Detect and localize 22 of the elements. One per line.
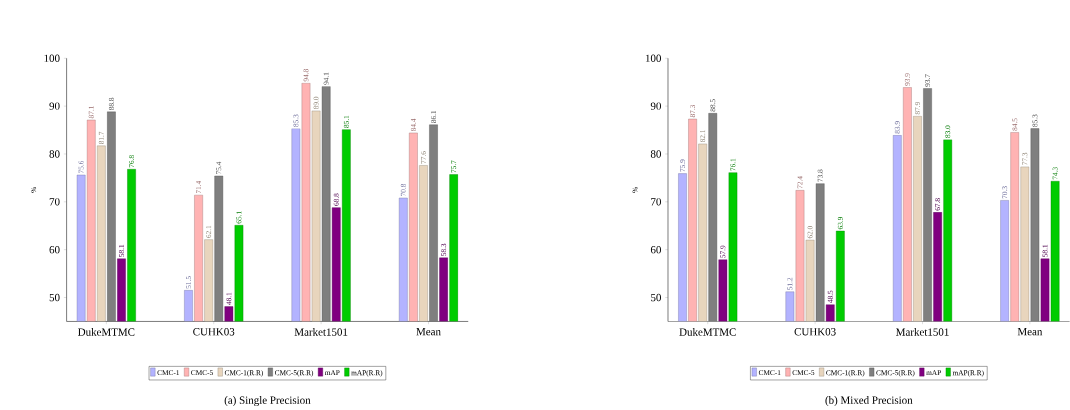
x-tick-label: Market1501 <box>896 328 949 336</box>
y-tick-label: 90 <box>49 102 60 110</box>
y-tick-label: 70 <box>651 198 661 206</box>
x-tick-label: Mean <box>416 328 441 336</box>
x-tick-label: CUHK03 <box>794 328 836 336</box>
x-tick-label: DukeMTMC <box>78 328 135 336</box>
y-tick-label: 90 <box>650 102 661 110</box>
y-tick-label: 70 <box>49 198 60 206</box>
y-tick-label: 60 <box>650 246 661 254</box>
y-tick-label: 100 <box>44 54 60 63</box>
y-tick-label: 100 <box>645 54 661 63</box>
text: (b) Mixed Precision <box>825 396 913 407</box>
text: (a) Single Precision <box>224 396 311 407</box>
x-tick-label: DukeMTMC <box>679 328 736 336</box>
y-tick-label: 80 <box>650 150 661 158</box>
x-tick-label: Market1501 <box>294 328 348 336</box>
y-tick-label: 50 <box>49 293 60 302</box>
y-tick-label: 80 <box>49 150 60 158</box>
y-tick-label: 50 <box>651 293 661 302</box>
y-tick-label: 60 <box>49 246 60 254</box>
x-tick-label: Mean <box>1017 328 1043 336</box>
x-tick-label: CUHK03 <box>193 328 235 336</box>
